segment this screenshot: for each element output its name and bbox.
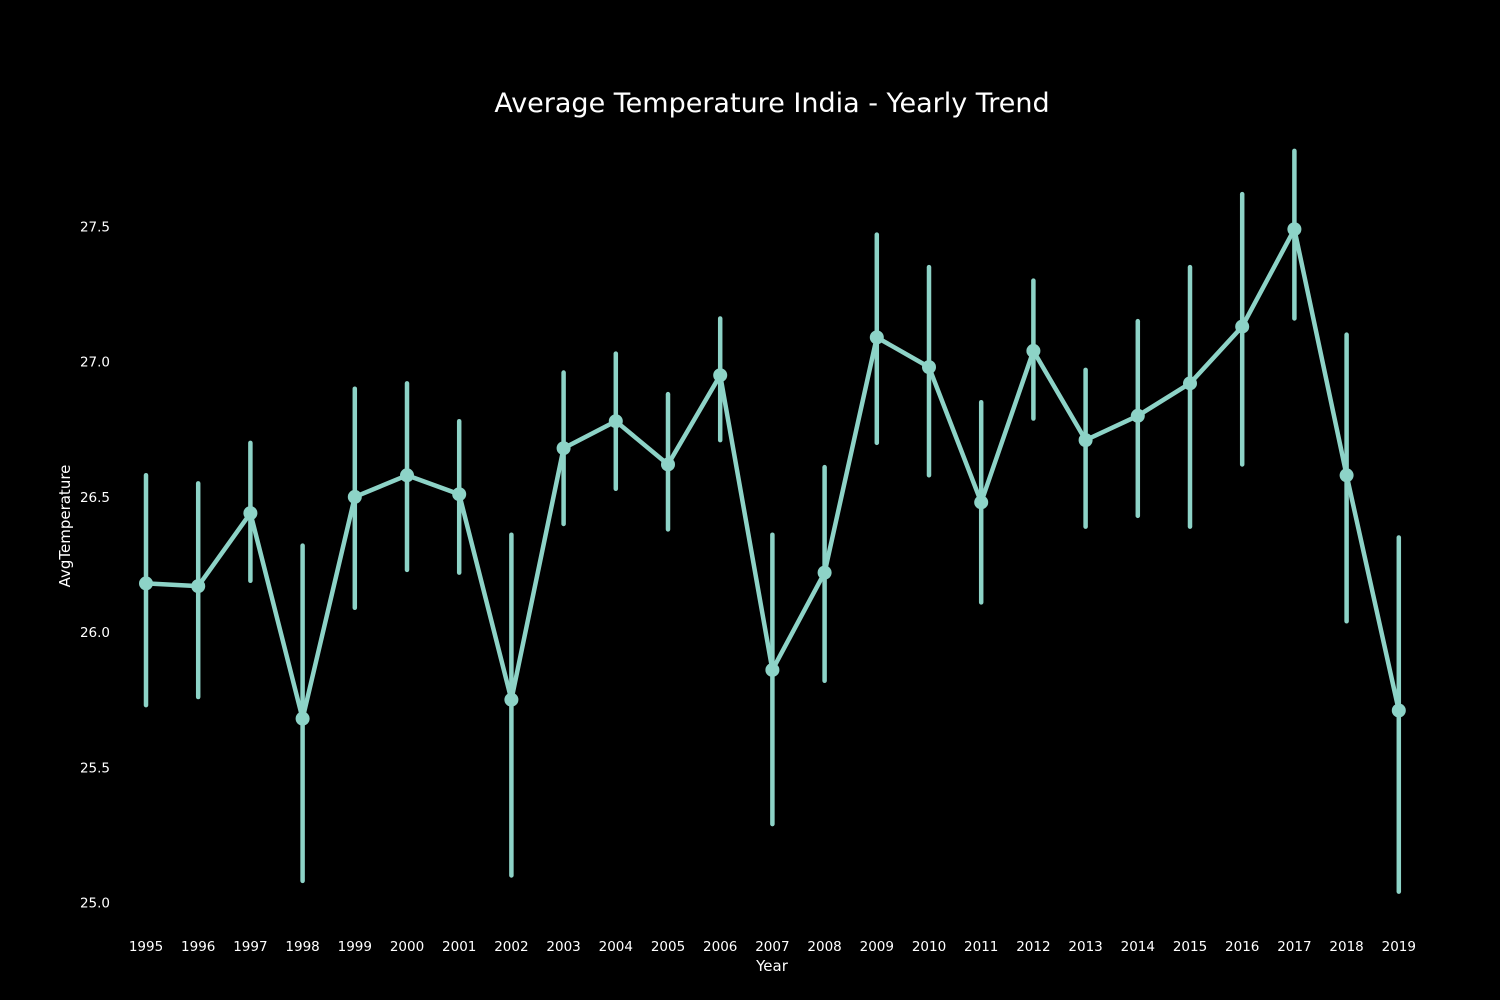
data-point (556, 441, 571, 456)
data-point (1391, 703, 1406, 718)
y-tick-label: 25.5 (80, 760, 110, 776)
x-tick-label: 1995 (129, 939, 163, 955)
x-tick-label: 2014 (1121, 939, 1155, 955)
x-tick-label: 2019 (1382, 939, 1416, 955)
chart-title: Average Temperature India - Yearly Trend (494, 88, 1049, 119)
x-tick-label: 1998 (285, 939, 319, 955)
data-point (713, 368, 728, 383)
x-tick-label: 2018 (1329, 939, 1363, 955)
x-axis-label: Year (755, 957, 789, 975)
x-tick-label: 2000 (390, 939, 424, 955)
x-tick-label: 2001 (442, 939, 476, 955)
y-tick-label: 25.0 (80, 895, 110, 911)
data-point (1183, 376, 1197, 391)
y-tick-label: 27.0 (80, 355, 110, 371)
data-point (452, 487, 467, 502)
x-tick-label: 2015 (1173, 939, 1207, 955)
x-tick-label: 2008 (807, 939, 841, 955)
data-point (139, 576, 153, 591)
data-point (1026, 343, 1041, 358)
data-point (347, 489, 362, 504)
data-point (974, 495, 989, 510)
x-tick-label: 2011 (964, 939, 998, 955)
x-tick-label: 2005 (651, 939, 685, 955)
data-point (504, 692, 519, 707)
y-tick-label: 26.0 (80, 625, 110, 641)
data-point (191, 579, 206, 594)
x-axis-ticks: 1995 1996 1997 1998 1999 2000 2001 2002 2003 2004… (129, 939, 1416, 955)
x-tick-label: 2016 (1225, 939, 1259, 955)
x-tick-label: 2007 (755, 939, 789, 955)
y-axis-label: AvgTemperature (56, 465, 74, 588)
data-point (608, 414, 623, 429)
x-tick-label: 1996 (181, 939, 215, 955)
data-points (139, 222, 1406, 726)
data-point (1078, 433, 1093, 448)
x-tick-label: 1999 (338, 939, 372, 955)
data-point (1130, 408, 1145, 423)
y-tick-label: 26.5 (80, 490, 110, 506)
x-tick-label: 1997 (233, 939, 267, 955)
x-tick-label: 2012 (1016, 939, 1050, 955)
x-tick-label: 2006 (703, 939, 737, 955)
data-point (661, 457, 675, 472)
data-point (1235, 319, 1250, 334)
data-point (817, 565, 832, 580)
x-tick-label: 2003 (546, 939, 580, 955)
data-point (922, 360, 936, 375)
data-point (243, 506, 258, 521)
x-tick-label: 2009 (860, 939, 894, 955)
x-tick-label: 2017 (1277, 939, 1311, 955)
data-point (295, 711, 310, 726)
data-point (400, 468, 414, 483)
data-point (1287, 222, 1302, 237)
x-tick-label: 2004 (599, 939, 633, 955)
data-point (869, 330, 884, 345)
y-axis-ticks: 25.0 25.5 26.0 26.5 27.0 27.5 (80, 220, 110, 912)
data-point (1339, 468, 1354, 483)
x-tick-label: 2010 (912, 939, 946, 955)
x-tick-label: 2013 (1068, 939, 1102, 955)
data-point (765, 662, 780, 677)
x-tick-label: 2002 (494, 939, 528, 955)
y-tick-label: 27.5 (80, 220, 110, 236)
